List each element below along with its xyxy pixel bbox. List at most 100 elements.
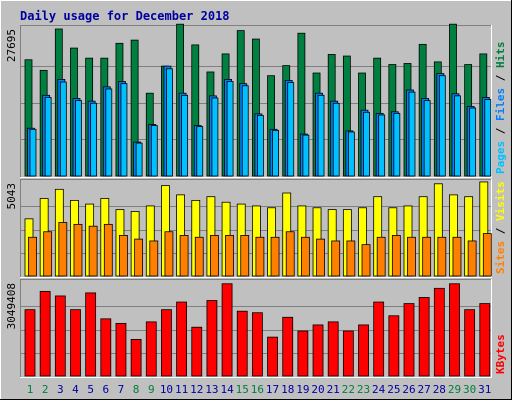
x-tick-label-day-11: 11 — [175, 383, 188, 396]
axis-label-sep-3: / — [494, 221, 507, 241]
bar-sites-day-2 — [43, 231, 53, 277]
axis-label-visits: Visits — [494, 181, 507, 221]
x-tick-label-day-27: 27 — [418, 383, 431, 396]
bar-sites-day-3 — [58, 222, 68, 277]
y-tick-label-bottom: 3049408 — [5, 283, 18, 329]
bar-kbytes-day-14 — [221, 283, 233, 377]
x-tick-label-day-22: 22 — [342, 383, 355, 396]
bar-pages-day-23 — [363, 111, 370, 177]
bar-pages-day-29 — [454, 95, 461, 177]
x-tick-label-day-14: 14 — [220, 383, 234, 396]
x-tick-label-day-2: 2 — [42, 383, 49, 396]
bar-pages-day-9 — [150, 125, 158, 177]
x-tick-label-day-29: 29 — [448, 383, 461, 396]
x-tick-label-day-8: 8 — [133, 383, 140, 396]
x-tick-label-day-31: 31 — [478, 383, 491, 396]
bar-pages-day-30 — [469, 107, 477, 177]
bar-pages-day-31 — [484, 99, 492, 177]
bar-pages-day-27 — [423, 100, 431, 177]
bar-kbytes-day-18 — [282, 316, 294, 377]
bar-sites-day-29 — [452, 236, 462, 277]
x-tick-label-day-26: 26 — [402, 383, 415, 396]
bar-kbytes-day-21 — [327, 321, 339, 377]
bar-pages-day-15 — [241, 85, 249, 177]
bar-kbytes-day-7 — [115, 322, 127, 377]
axis-label-mid: Sites / Visits — [494, 181, 507, 274]
bar-sites-day-1 — [28, 236, 37, 277]
x-tick-label-day-4: 4 — [72, 383, 79, 396]
chart-title: Daily usage for December 2018 — [20, 9, 230, 23]
x-tick-label-day-13: 13 — [205, 383, 218, 396]
bar-sites-day-31 — [482, 233, 492, 277]
bar-sites-day-21 — [331, 240, 341, 277]
bar-pages-day-20 — [317, 94, 325, 177]
x-tick-label-day-5: 5 — [87, 383, 94, 396]
bar-sites-day-27 — [422, 236, 432, 277]
bar-sites-day-6 — [103, 223, 113, 277]
bar-sites-day-5 — [88, 225, 98, 277]
bar-sites-day-9 — [149, 240, 159, 277]
bar-kbytes-day-26 — [403, 303, 415, 377]
bar-kbytes-day-28 — [433, 287, 445, 377]
x-tick-label-day-16: 16 — [251, 383, 264, 396]
bar-sites-day-24 — [376, 236, 386, 277]
chart-marks: 1 2 3 4 5 6 7 8 9 10 11 12 13 14 15 16 17 18 19 20 21 22 23 24 2… — [21, 23, 492, 396]
bar-sites-day-30 — [467, 240, 477, 277]
bar-sites-day-13 — [210, 235, 219, 277]
bar-kbytes-day-27 — [418, 297, 430, 377]
bar-kbytes-day-20 — [312, 324, 324, 377]
x-tick-label-day-30: 30 — [463, 383, 476, 396]
bar-kbytes-day-23 — [358, 324, 369, 377]
bar-kbytes-day-4 — [70, 309, 81, 377]
x-tick-label-day-21: 21 — [327, 383, 340, 396]
bar-kbytes-day-2 — [39, 290, 51, 377]
x-tick-label-day-15: 15 — [236, 383, 249, 396]
bar-sites-day-10 — [164, 231, 174, 277]
bar-sites-day-7 — [119, 235, 128, 277]
bar-sites-day-15 — [240, 235, 250, 277]
x-tick-label-day-7: 7 — [118, 383, 125, 396]
x-tick-label-day-25: 25 — [387, 383, 400, 396]
bar-kbytes-day-16 — [251, 312, 263, 377]
bar-pages-day-8 — [135, 142, 143, 177]
x-tick-label-day-10: 10 — [160, 383, 173, 396]
bar-pages-day-16 — [256, 115, 264, 177]
bar-sites-day-16 — [255, 236, 265, 277]
bar-pages-day-1 — [29, 128, 37, 177]
bar-pages-day-22 — [347, 131, 355, 177]
y-tick-label-mid: 5043 — [5, 183, 18, 210]
bar-sites-day-12 — [194, 236, 204, 277]
bar-pages-day-24 — [378, 114, 386, 177]
x-tick-label-day-1: 1 — [27, 383, 34, 396]
bar-sites-day-25 — [391, 235, 401, 277]
bar-kbytes-day-22 — [342, 330, 354, 377]
x-tick-label-day-12: 12 — [190, 383, 203, 396]
axis-label-sites: Sites — [494, 241, 507, 274]
bar-kbytes-day-19 — [297, 330, 309, 377]
bar-pages-day-5 — [90, 102, 98, 177]
bar-pages-day-3 — [59, 81, 67, 177]
axis-label-pages: Pages — [494, 141, 507, 174]
bar-pages-day-6 — [105, 88, 113, 177]
bar-kbytes-day-13 — [206, 300, 218, 377]
bar-kbytes-day-24 — [373, 301, 385, 377]
bar-kbytes-day-10 — [161, 309, 172, 377]
bar-sites-day-14 — [225, 235, 234, 277]
bar-pages-day-4 — [75, 100, 82, 177]
bar-pages-day-28 — [438, 75, 446, 177]
bar-sites-day-8 — [134, 238, 144, 277]
bar-sites-day-20 — [316, 238, 325, 277]
x-tick-label-day-23: 23 — [357, 383, 370, 396]
bar-pages-day-14 — [226, 81, 234, 177]
bar-sites-day-18 — [285, 231, 295, 277]
bar-sites-day-4 — [73, 223, 83, 277]
axis-label-sep-2: / — [494, 68, 507, 88]
bar-kbytes-day-25 — [388, 315, 400, 377]
axis-label-files: Files — [494, 88, 507, 121]
y-tick-label-top: 27695 — [5, 29, 18, 62]
bar-pages-day-10 — [166, 68, 173, 177]
x-tick-label-day-19: 19 — [296, 383, 309, 396]
bar-sites-day-11 — [179, 235, 189, 277]
bar-sites-day-23 — [361, 244, 371, 277]
